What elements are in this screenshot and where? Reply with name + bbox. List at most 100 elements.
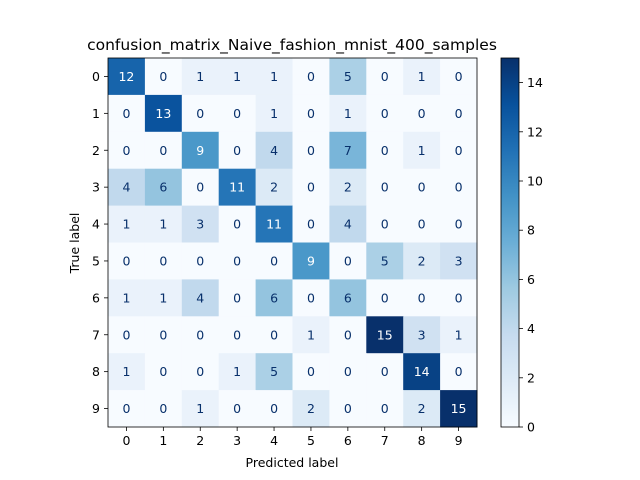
- heatmap-cell: [292, 242, 330, 280]
- heatmap-cell: [181, 94, 220, 133]
- cell-value-label: 0: [270, 253, 278, 268]
- heatmap-cell: [292, 316, 330, 354]
- heatmap-cell: [440, 168, 478, 207]
- heatmap-cell: [218, 316, 257, 354]
- cell-value-label: 0: [233, 327, 241, 342]
- y-tick-label: 7: [92, 327, 100, 342]
- colorbar-tick-label: 0: [527, 420, 535, 435]
- cell-value-label: 11: [229, 180, 245, 195]
- cell-value-label: 0: [307, 217, 315, 232]
- cell-value-label: 1: [418, 69, 426, 84]
- heatmap-cell: [440, 58, 478, 96]
- cell-value-label: 9: [196, 143, 204, 158]
- colorbar-tick-label: 8: [527, 223, 535, 238]
- heatmap-cell: [108, 316, 146, 354]
- cell-value-label: 3: [455, 253, 463, 268]
- heatmap-cell: [181, 390, 220, 428]
- heatmap-cell: [403, 242, 441, 280]
- x-tick-label: 4: [270, 433, 278, 448]
- cell-value-label: 1: [122, 217, 130, 232]
- heatmap-cells: [108, 58, 478, 428]
- heatmap-cell: [292, 390, 330, 428]
- heatmap-cell: [366, 242, 404, 280]
- heatmap-cell: [403, 168, 441, 207]
- heatmap-cell: [255, 205, 293, 243]
- colorbar-ticks: 0 2 4 6 8 10 12 14: [519, 75, 543, 435]
- heatmap-cell: [329, 316, 367, 354]
- heatmap-cell: [403, 131, 441, 170]
- cell-value-label: 0: [307, 69, 315, 84]
- x-axis-ticks: 0 1 2 3 4 5 6 7 8 9: [122, 427, 463, 448]
- cell-value-label: 0: [307, 364, 315, 379]
- cell-value-label: 12: [118, 69, 134, 84]
- cell-value-label: 3: [196, 217, 204, 232]
- heatmap-cell: [329, 205, 367, 243]
- cell-value-label: 1: [270, 69, 278, 84]
- x-tick-label: 8: [418, 433, 426, 448]
- y-tick-label: 9: [92, 401, 100, 416]
- cell-value-label: 0: [344, 364, 352, 379]
- heatmap-cell: [108, 353, 146, 391]
- heatmap-cell: [181, 353, 220, 391]
- cell-value-label: 6: [159, 180, 167, 195]
- heatmap-cell: [181, 205, 220, 243]
- cell-value-label: 6: [270, 290, 278, 305]
- cell-value-label: 0: [381, 290, 389, 305]
- heatmap-cell: [292, 353, 330, 391]
- heatmap-cell: [108, 279, 146, 317]
- heatmap-cell: [403, 205, 441, 243]
- heatmap-cell: [403, 390, 441, 428]
- heatmap-cell: [218, 279, 257, 317]
- cell-value-label: 0: [381, 69, 389, 84]
- heatmap-cell: [440, 279, 478, 317]
- cell-value-label: 0: [418, 106, 426, 121]
- cell-value-label: 2: [307, 401, 315, 416]
- heatmap-cell: [144, 168, 183, 207]
- colorbar: [500, 57, 520, 428]
- cell-value-label: 4: [196, 290, 204, 305]
- cell-value-label: 2: [418, 401, 426, 416]
- heatmap-cell: [403, 58, 441, 96]
- cell-value-label: 0: [455, 290, 463, 305]
- cell-value-label: 2: [344, 180, 352, 195]
- cell-value-label: 11: [266, 217, 282, 232]
- colorbar-tick-label: 14: [527, 75, 543, 90]
- heatmap-cell: [108, 94, 146, 133]
- heatmap-cell: [292, 168, 330, 207]
- cell-value-label: 0: [233, 106, 241, 121]
- cell-value-label: 0: [418, 180, 426, 195]
- cell-value-label: 0: [122, 401, 130, 416]
- cell-value-label: 0: [233, 143, 241, 158]
- x-tick-label: 7: [381, 433, 389, 448]
- plot-frame: [107, 57, 478, 428]
- cell-value-label: 1: [122, 290, 130, 305]
- heatmap-cell: [144, 279, 183, 317]
- heatmap-cell: [218, 353, 257, 391]
- cell-value-label: 0: [418, 217, 426, 232]
- heatmap-cell: [255, 316, 293, 354]
- heatmap-cell: [108, 131, 146, 170]
- heatmap-cell: [329, 242, 367, 280]
- cell-value-label: 1: [344, 106, 352, 121]
- cell-value-label: 0: [233, 290, 241, 305]
- cell-value-label: 0: [159, 401, 167, 416]
- heatmap-cell: [403, 353, 441, 391]
- x-tick-label: 1: [159, 433, 167, 448]
- heatmap-cell-labels: 12 0 1 1 1 0 5 0 1 00 13 0 0 1 0 1 0 0 00 0 9 0 4 0 7 0 1 04 6 0 11 2 0 2…: [118, 69, 466, 416]
- cell-value-label: 0: [455, 217, 463, 232]
- cell-value-label: 0: [233, 401, 241, 416]
- x-tick-label: 0: [122, 433, 130, 448]
- cell-value-label: 0: [196, 253, 204, 268]
- cell-value-label: 0: [159, 327, 167, 342]
- heatmap-cell: [329, 390, 367, 428]
- heatmap-cell: [440, 353, 478, 391]
- heatmap-cell: [108, 168, 146, 207]
- heatmap-cell: [144, 131, 183, 170]
- heatmap-cell: [366, 94, 404, 133]
- heatmap-cell: [329, 168, 367, 207]
- heatmap-cell: [181, 316, 220, 354]
- heatmap-cell: [255, 279, 293, 317]
- colorbar-tick-label: 4: [527, 321, 535, 336]
- cell-value-label: 2: [270, 180, 278, 195]
